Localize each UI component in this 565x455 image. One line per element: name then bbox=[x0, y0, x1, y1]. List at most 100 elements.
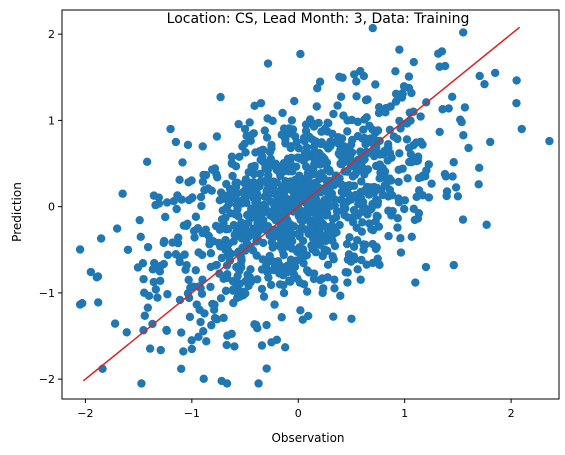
data-point bbox=[267, 140, 276, 150]
data-point bbox=[201, 170, 211, 180]
data-point bbox=[199, 326, 208, 336]
data-point bbox=[385, 185, 395, 195]
data-point bbox=[266, 280, 276, 290]
data-point bbox=[336, 92, 346, 101]
data-point bbox=[155, 276, 165, 286]
data-point bbox=[194, 332, 203, 342]
data-point bbox=[246, 265, 255, 274]
data-point bbox=[451, 183, 461, 192]
x-tick-label: −1 bbox=[184, 407, 200, 420]
data-point bbox=[404, 72, 414, 81]
data-point bbox=[395, 45, 404, 54]
data-point bbox=[210, 313, 220, 323]
y-tick-label: 1 bbox=[48, 114, 55, 127]
data-point bbox=[400, 204, 409, 214]
data-point bbox=[398, 164, 407, 173]
data-point bbox=[306, 218, 315, 227]
chart-title: Location: CS, Lead Month: 3, Data: Train… bbox=[167, 11, 470, 27]
data-point bbox=[349, 242, 359, 251]
data-point bbox=[241, 276, 250, 286]
data-point bbox=[284, 167, 294, 176]
data-point bbox=[227, 158, 237, 168]
data-point bbox=[207, 186, 216, 195]
data-point bbox=[326, 202, 335, 211]
data-point bbox=[274, 241, 283, 251]
data-point bbox=[154, 199, 164, 208]
data-point bbox=[300, 136, 309, 146]
data-point bbox=[391, 67, 400, 76]
data-point bbox=[296, 176, 305, 185]
data-point bbox=[343, 278, 352, 287]
data-point bbox=[336, 291, 345, 300]
data-point bbox=[183, 219, 192, 229]
data-point bbox=[162, 198, 172, 207]
data-point bbox=[375, 260, 384, 269]
data-point bbox=[324, 165, 334, 175]
data-point bbox=[310, 159, 319, 169]
data-point bbox=[200, 185, 209, 195]
data-point bbox=[301, 162, 311, 171]
data-point bbox=[143, 242, 153, 252]
data-point bbox=[309, 269, 319, 278]
data-point bbox=[234, 119, 243, 129]
data-point bbox=[202, 337, 211, 346]
data-point bbox=[412, 138, 421, 147]
data-point bbox=[438, 105, 447, 114]
data-point bbox=[459, 131, 468, 140]
data-point bbox=[217, 376, 226, 386]
data-point bbox=[222, 340, 231, 350]
data-point bbox=[206, 282, 215, 292]
data-point bbox=[342, 239, 352, 249]
data-point bbox=[273, 257, 283, 266]
data-point bbox=[287, 116, 297, 125]
data-point bbox=[241, 148, 250, 157]
data-point bbox=[278, 108, 287, 118]
data-point bbox=[394, 177, 403, 187]
data-point bbox=[399, 82, 409, 91]
data-point bbox=[459, 28, 468, 37]
data-point bbox=[323, 260, 333, 270]
data-point bbox=[207, 321, 216, 330]
data-point bbox=[212, 260, 221, 270]
data-point bbox=[259, 216, 268, 225]
data-point bbox=[343, 127, 352, 136]
data-point bbox=[182, 261, 191, 270]
data-point bbox=[302, 266, 312, 275]
data-point bbox=[187, 336, 196, 345]
data-point bbox=[336, 195, 346, 204]
data-point bbox=[318, 274, 327, 283]
data-point bbox=[289, 259, 298, 269]
data-point bbox=[205, 240, 214, 249]
data-point bbox=[254, 379, 263, 388]
data-point bbox=[204, 231, 213, 241]
data-point bbox=[301, 188, 310, 198]
data-point bbox=[356, 275, 365, 284]
data-point bbox=[190, 233, 199, 242]
data-point bbox=[256, 98, 266, 108]
data-point bbox=[356, 160, 365, 169]
data-point bbox=[313, 84, 322, 93]
data-point bbox=[257, 209, 266, 218]
data-point bbox=[352, 77, 361, 86]
x-axis-label: Observation bbox=[271, 431, 344, 445]
data-point bbox=[295, 229, 304, 238]
data-point bbox=[263, 185, 272, 194]
data-point bbox=[464, 143, 473, 153]
data-point bbox=[262, 320, 271, 330]
data-point bbox=[296, 306, 305, 315]
data-point bbox=[257, 341, 267, 350]
data-point bbox=[183, 289, 193, 298]
data-point bbox=[357, 177, 366, 186]
data-point bbox=[301, 126, 311, 136]
data-point bbox=[238, 188, 247, 197]
data-point bbox=[302, 287, 312, 296]
data-point bbox=[374, 102, 384, 112]
data-point bbox=[358, 134, 367, 143]
data-point bbox=[447, 92, 457, 102]
data-point bbox=[258, 255, 267, 264]
data-point bbox=[311, 179, 320, 188]
data-point bbox=[259, 200, 269, 209]
data-point bbox=[328, 236, 337, 246]
data-point bbox=[295, 278, 305, 287]
data-point bbox=[197, 289, 207, 298]
